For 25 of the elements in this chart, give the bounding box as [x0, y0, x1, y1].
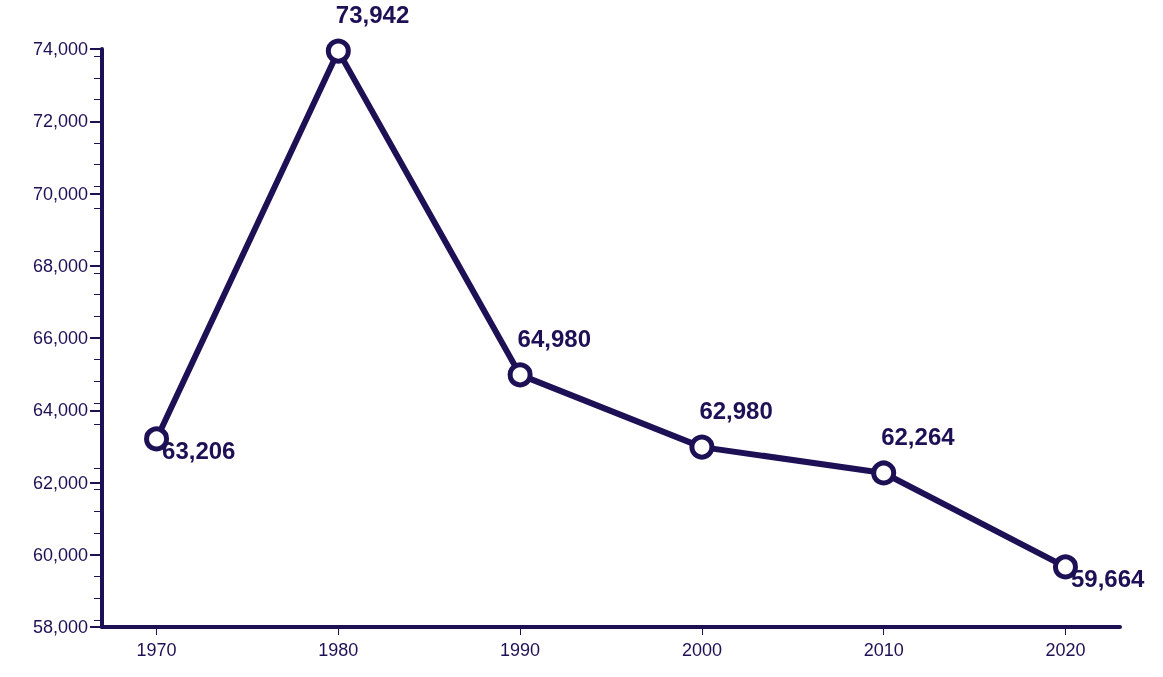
data-label: 62,264 — [881, 422, 956, 450]
data-label: 59,664 — [1070, 564, 1146, 592]
y-tick-label: 60,000 — [32, 544, 88, 565]
x-tick-label: 1970 — [136, 640, 177, 660]
x-tick-label: 1990 — [500, 640, 541, 660]
x-tick-label: 2020 — [1045, 640, 1086, 660]
x-tick-label: 2000 — [681, 640, 722, 660]
y-tick-label: 68,000 — [32, 255, 88, 276]
y-tick-label: 62,000 — [32, 472, 88, 493]
data-label: 73,942 — [335, 1, 410, 29]
y-tick-label: 66,000 — [32, 328, 88, 348]
x-tick-label: 2010 — [863, 640, 904, 660]
y-tick-label: 58,000 — [32, 617, 88, 637]
point — [689, 434, 715, 460]
y-tick-label: 72,000 — [32, 111, 88, 132]
x-tick-label: 1980 — [318, 640, 359, 660]
point — [507, 362, 533, 388]
y-tick-label: 70,000 — [32, 183, 88, 204]
data-label: 63,206 — [162, 436, 236, 464]
y-tick-label: 64,000 — [32, 400, 88, 421]
point — [325, 38, 351, 64]
data-label: 64,980 — [517, 324, 592, 352]
point — [871, 460, 897, 486]
y-tick-label: 74,000 — [32, 39, 88, 59]
data-label: 62,980 — [699, 397, 773, 425]
